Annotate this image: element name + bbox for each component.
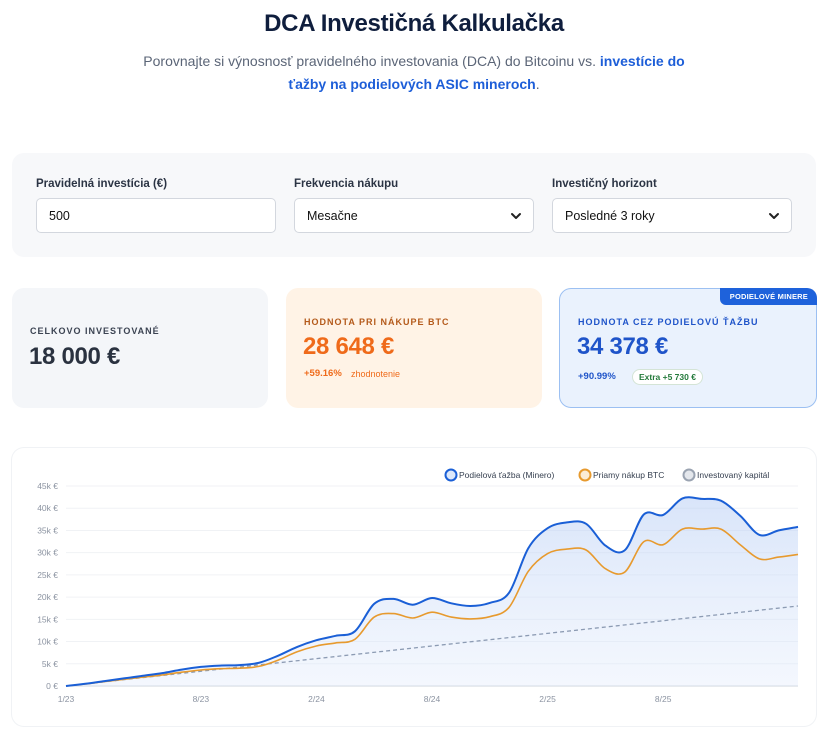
legend-swatch-btc xyxy=(578,468,592,482)
series-line-invested xyxy=(65,605,799,687)
chart-card: 0 € 5k € 10k € 15k € 20k € 25k € 30k € 35k € 40k… xyxy=(12,448,816,726)
frequency-label: Frekvencia nákupu xyxy=(294,178,399,190)
legend-label-btc: Priamy nákup BTC xyxy=(593,470,664,480)
series-line-mining xyxy=(65,496,799,687)
amount-field: Pravidelná investícia (€) 500 xyxy=(36,178,276,233)
amount-input[interactable]: 500 xyxy=(36,198,276,233)
y-tick-label: 45k € xyxy=(37,481,58,491)
horizon-value: Posledné 3 roky xyxy=(565,208,655,223)
btc-label: HODNOTA PRI NÁKUPE BTC xyxy=(304,317,450,327)
calculator-form: Pravidelná investícia (€) 500 Frekvencia… xyxy=(12,153,816,257)
horizon-label: Investičný horizont xyxy=(552,178,657,190)
legend-swatch-invested xyxy=(682,468,696,482)
y-tick-label: 0 € xyxy=(46,681,58,691)
mining-value: 34 378 € xyxy=(577,333,669,360)
growth-chart: 0 € 5k € 10k € 15k € 20k € 25k € 30k € 35k € 40k… xyxy=(37,468,799,704)
amount-value: 500 xyxy=(49,208,70,223)
x-tick-label: 1/23 xyxy=(58,694,75,704)
horizon-field: Investičný horizont Posledné 3 roky xyxy=(552,178,792,233)
invested-label: CELKOVO INVESTOVANÉ xyxy=(30,326,160,336)
y-tick-label: 40k € xyxy=(37,503,58,513)
x-axis: 1/23 8/23 2/24 8/24 2/25 8/25 xyxy=(58,694,672,704)
horizon-select[interactable]: Posledné 3 roky xyxy=(552,198,792,233)
legend-label-mining: Podielová ťažba (Minero) xyxy=(459,470,554,480)
x-tick-label: 8/24 xyxy=(424,694,441,704)
y-tick-label: 20k € xyxy=(37,592,58,602)
btc-card: HODNOTA PRI NÁKUPE BTC 28 648 € +59.16% … xyxy=(286,288,542,408)
y-tick-label: 30k € xyxy=(37,548,58,558)
subtitle-link[interactable]: investície do ťažby na podielových ASIC m… xyxy=(288,53,684,92)
mining-ribbon: PODIELOVÉ MINERE xyxy=(719,288,817,305)
y-tick-label: 5k € xyxy=(42,659,58,669)
mining-area xyxy=(66,497,798,686)
subtitle-link-line2: ťažby na podielových ASIC mineroch xyxy=(288,76,536,92)
invested-card: CELKOVO INVESTOVANÉ 18 000 € xyxy=(12,288,268,408)
page-subtitle: Porovnajte si výnosnosť pravidelného inv… xyxy=(130,50,698,96)
frequency-field: Frekvencia nákupu Mesačne xyxy=(294,178,534,233)
x-tick-label: 8/23 xyxy=(193,694,210,704)
y-axis: 0 € 5k € 10k € 15k € 20k € 25k € 30k € 35k € 40k… xyxy=(37,481,58,691)
chevron-down-icon xyxy=(511,213,521,219)
legend-label-invested: Investovaný kapitál xyxy=(697,470,769,480)
mining-card: PODIELOVÉ MINERE HODNOTA CEZ PODIELOVÚ Ť… xyxy=(559,288,817,408)
x-tick-label: 2/25 xyxy=(539,694,556,704)
y-tick-label: 10k € xyxy=(37,637,58,647)
y-tick-label: 35k € xyxy=(37,525,58,535)
invested-value: 18 000 € xyxy=(29,343,121,370)
btc-value: 28 648 € xyxy=(303,333,395,360)
btc-pct: +59.16% xyxy=(304,368,342,379)
mining-label: HODNOTA CEZ PODIELOVÚ ŤAŽBU xyxy=(578,317,759,327)
page-title: DCA Investičná Kalkulačka xyxy=(264,10,564,37)
mining-pct: +90.99% xyxy=(578,371,616,382)
subtitle-end: . xyxy=(535,76,540,92)
x-tick-label: 8/25 xyxy=(655,694,672,704)
chevron-down-icon xyxy=(769,213,779,219)
frequency-value: Mesačne xyxy=(307,208,358,223)
legend-swatch-mining xyxy=(444,468,458,482)
subtitle-link-line1: investície do xyxy=(599,53,685,69)
y-tick-label: 15k € xyxy=(37,614,58,624)
mining-extra-badge: Extra +5 730 € xyxy=(632,369,703,385)
chart-legend: Podielová ťažba (Minero) Priamy nákup BT… xyxy=(444,468,769,482)
y-tick-label: 25k € xyxy=(37,570,58,580)
amount-label: Pravidelná investícia (€) xyxy=(36,178,168,190)
series-line-btc xyxy=(65,527,799,687)
x-tick-label: 2/24 xyxy=(308,694,325,704)
subtitle-text: Porovnajte si výnosnosť pravidelného inv… xyxy=(143,53,596,69)
btc-note: zhodnotenie xyxy=(351,369,401,379)
frequency-select[interactable]: Mesačne xyxy=(294,198,534,233)
